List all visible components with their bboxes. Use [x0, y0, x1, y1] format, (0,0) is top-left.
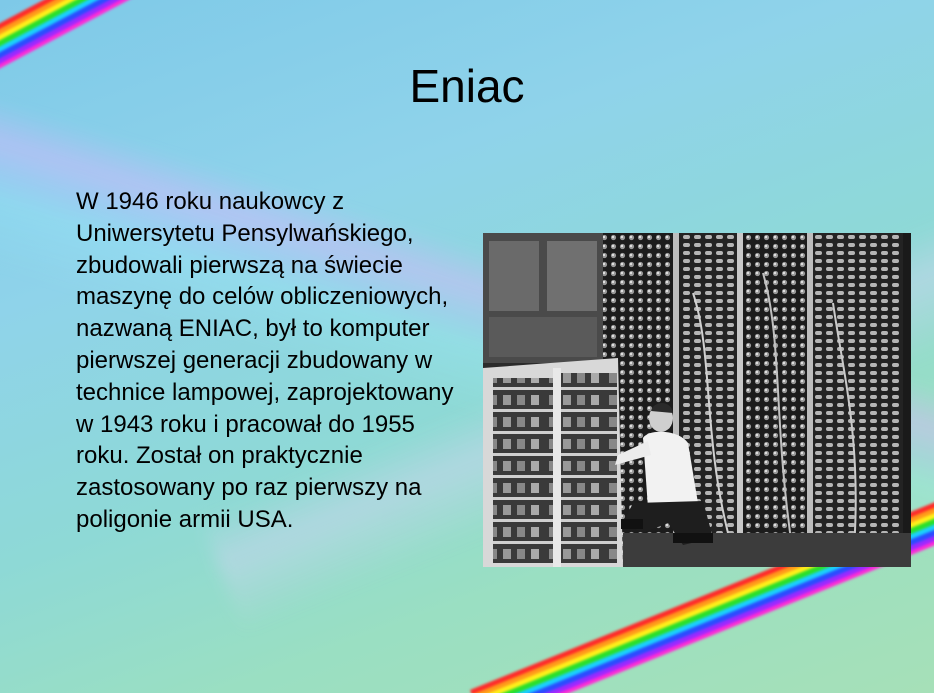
slide-title: Eniac	[409, 60, 525, 112]
slide-body-text: W 1946 roku naukowcy z Uniwersytetu Pens…	[76, 188, 454, 533]
eniac-computer-photo	[483, 233, 911, 567]
